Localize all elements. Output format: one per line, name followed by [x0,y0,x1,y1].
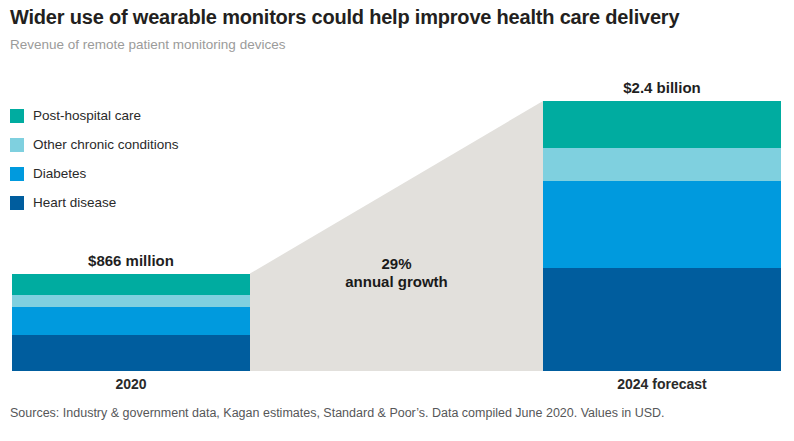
source-note: Sources: Industry & government data, Kag… [10,406,665,420]
legend-swatch-other-chronic-conditions [10,138,24,152]
legend-swatch-heart-disease [10,196,24,210]
bar-segment-post-hospital-care [12,274,250,296]
stacked-bar-2024 [543,101,781,371]
growth-annotation: 29% annual growth [250,255,543,291]
legend-item-diabetes: Diabetes [10,159,179,188]
growth-annotation-line2: annual growth [250,273,543,291]
axis-label-2024: 2024 forecast [543,376,781,392]
growth-connector-polygon [250,101,543,371]
legend-label: Diabetes [33,166,86,181]
legend-label: Post-hospital care [33,108,141,123]
growth-connector-shape [250,101,543,371]
bar-segment-heart-disease [543,268,781,372]
axis-label-2020: 2020 [12,376,250,392]
legend-swatch-post-hospital-care [10,109,24,123]
legend-label: Other chronic conditions [33,137,179,152]
legend-item-heart-disease: Heart disease [10,188,179,217]
chart-page: Wider use of wearable monitors could hel… [0,0,794,441]
bar-segment-other-chronic-conditions [543,148,781,181]
bar-segment-other-chronic-conditions [12,295,250,306]
bar-total-label-2024: $2.4 billion [543,80,781,96]
bar-segment-diabetes [12,307,250,335]
stacked-bar-2020 [12,274,250,371]
page-subtitle: Revenue of remote patient monitoring dev… [10,37,285,52]
chart-legend: Post-hospital care Other chronic conditi… [10,101,179,217]
growth-annotation-line1: 29% [250,255,543,273]
bar-total-label-2020: $866 million [12,253,250,269]
legend-item-other-chronic-conditions: Other chronic conditions [10,130,179,159]
bar-segment-heart-disease [12,335,250,371]
legend-swatch-diabetes [10,167,24,181]
bar-segment-post-hospital-care [543,101,781,148]
bar-segment-diabetes [543,181,781,268]
page-title: Wider use of wearable monitors could hel… [10,6,679,29]
legend-label: Heart disease [33,195,116,210]
legend-item-post-hospital-care: Post-hospital care [10,101,179,130]
